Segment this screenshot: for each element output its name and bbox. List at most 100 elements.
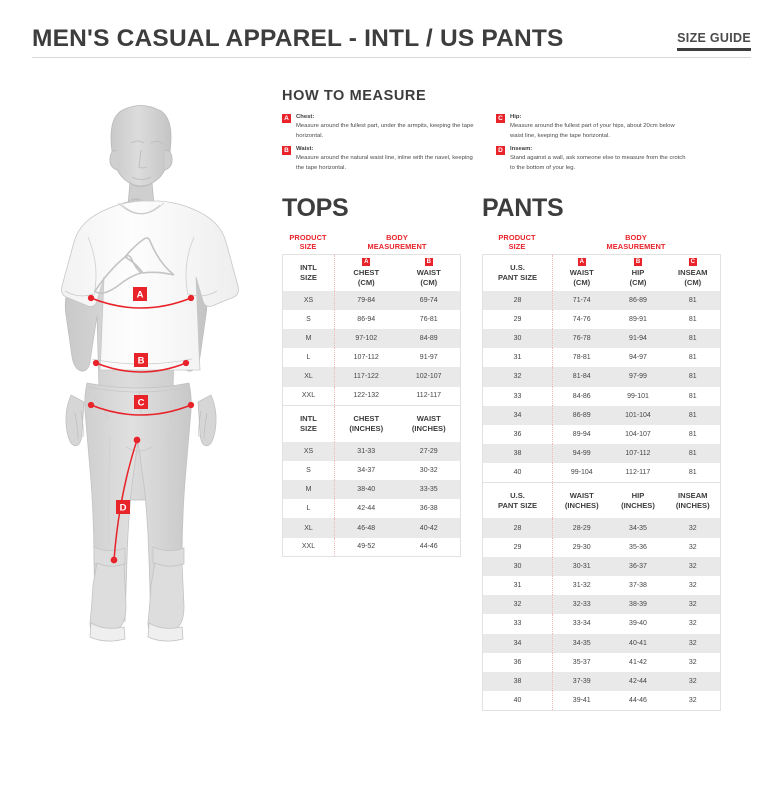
cell-inseam: 32	[665, 633, 721, 653]
table-row: XXL 122-132 112-117	[282, 386, 461, 406]
cell-chest: 31-33	[334, 441, 398, 461]
brand-logo	[94, 237, 175, 294]
cell-hip: 89-91	[629, 315, 647, 323]
marker-a-badge	[133, 287, 147, 301]
measure-term-hip: Hip:	[510, 114, 522, 120]
cell-waist: 84-86	[572, 392, 591, 400]
tab-size-guide[interactable]: SIZE GUIDE	[677, 31, 751, 51]
cell-hip: 101-104	[610, 405, 666, 425]
cell-size: 29	[482, 309, 553, 329]
pants-group-body-measurement: BODY MEASUREMENT	[606, 233, 666, 252]
cell-waist: 69-74	[397, 290, 461, 310]
how-to-measure-title: HOW TO MEASURE	[282, 88, 427, 104]
how-to-measure-column-right: C Hip: Measure around the fullest part o…	[496, 113, 688, 177]
cell-inseam: 32	[688, 696, 697, 704]
cell-inseam: 32	[688, 543, 697, 551]
cell-size: XXL	[282, 386, 335, 406]
svg-text:A: A	[137, 290, 144, 301]
cell-inseam: 81	[665, 290, 721, 310]
svg-text:C: C	[138, 398, 145, 409]
cell-chest: 46-48	[334, 518, 398, 538]
cell-size: S	[282, 309, 335, 329]
page-header: MEN'S CASUAL APPAREL - INTL / US PANTS S…	[32, 12, 751, 58]
cell-size: M	[282, 480, 335, 500]
cell-hip: 97-99	[610, 367, 666, 387]
table-row: XL 117-122 102-107	[282, 367, 461, 387]
svg-text:D: D	[120, 503, 127, 514]
tops-size-table-block: TOPS PRODUCT SIZE BODY MEASUREMENT INTL S…	[282, 194, 461, 558]
header-size: INTL SIZE	[282, 254, 335, 291]
cell-hip: 36-37	[610, 556, 666, 576]
cell-inseam: 32	[688, 620, 697, 628]
tops-group-body-measurement: BODY MEASUREMENT	[367, 233, 427, 252]
cell-chest: 79-84	[334, 290, 398, 310]
marker-d-badge	[116, 500, 130, 514]
cell-waist: 76-78	[552, 328, 611, 349]
measurement-figure: A B C D	[18, 95, 270, 715]
cell-inseam: 32	[665, 518, 721, 538]
cell-hip: 39-40	[629, 620, 647, 628]
header-size: U.S. PANT SIZE	[482, 254, 553, 291]
table-row: 40 39-41 44-46 32	[482, 691, 721, 711]
cell-waist: 39-41	[572, 696, 591, 704]
how-to-measure-section: HOW TO MEASURE A Chest: Measure around t…	[282, 88, 752, 177]
measure-line-a	[87, 294, 195, 309]
header-waist: A WAIST (CM)	[552, 254, 611, 291]
cell-hip: 107-112	[610, 444, 666, 464]
cell-hip: 35-36	[629, 543, 647, 551]
header-hip: HIP (INCHES)	[610, 481, 666, 519]
cell-inseam: 32	[665, 595, 721, 615]
cell-inseam: 81	[688, 469, 697, 477]
cell-size: 32	[482, 595, 553, 615]
measure-line-d	[110, 436, 141, 564]
cell-waist: 28-29	[552, 518, 611, 538]
cell-waist: 35-37	[572, 658, 591, 666]
cell-inseam: 32	[665, 671, 721, 692]
cell-waist: 89-94	[572, 430, 591, 438]
cell-hip: 34-35	[610, 518, 666, 538]
table-header-row: INTL SIZE A CHEST (CM) B WAIST (CM)	[282, 254, 461, 291]
tops-group-product-size: PRODUCT SIZE	[289, 233, 327, 252]
cell-waist: 29-30	[572, 543, 591, 551]
cell-waist: 33-35	[397, 480, 461, 500]
marker-b-badge	[134, 353, 148, 367]
table-row: S 86-94 76-81	[282, 309, 461, 329]
cell-hip: 41-42	[629, 658, 647, 666]
cell-size: L	[282, 499, 335, 519]
header-inseam: C INSEAM (CM)	[665, 254, 721, 291]
cell-size: 38	[482, 671, 553, 692]
measure-term-inseam: Inseam:	[510, 145, 533, 152]
tops-size-table: INTL SIZE A CHEST (CM) B WAIST (CM) XS 79-84 69-74…	[282, 254, 461, 558]
badge-a-icon: A	[577, 258, 586, 267]
pants-group-header: PRODUCT SIZE BODY MEASUREMENT	[482, 233, 720, 254]
marker-c-badge	[134, 395, 148, 409]
cell-waist: 30-32	[419, 466, 438, 474]
pants-group-product-size: PRODUCT SIZE	[498, 233, 536, 252]
cell-inseam: 81	[665, 367, 721, 387]
cell-size: 33	[482, 614, 553, 634]
badge-b-icon: B	[634, 258, 642, 267]
cell-hip: 86-89	[610, 290, 666, 310]
cell-hip: 44-46	[629, 696, 647, 704]
table-row: 30 76-78 91-94 81	[482, 328, 721, 349]
header-chest: A CHEST (CM)	[334, 254, 398, 291]
cell-waist: 94-99	[552, 444, 611, 464]
table-row: 33 84-86 99-101 81	[482, 386, 721, 406]
table-row: 32 81-84 97-99 81	[482, 367, 721, 387]
tops-title: TOPS	[282, 194, 349, 222]
table-header-row: U.S. PANT SIZE WAIST (INCHES) HIP (INCHES) INS…	[482, 481, 721, 519]
cell-waist: 78-81	[572, 354, 591, 362]
table-row: 40 99-104 112-117 81	[482, 463, 721, 483]
cell-size: 29	[482, 537, 553, 557]
cell-waist: 112-117	[416, 392, 442, 400]
cell-inseam: 81	[665, 328, 721, 349]
cell-inseam: 32	[688, 582, 697, 590]
cell-size: XS	[282, 290, 335, 310]
cell-size: L	[282, 348, 335, 368]
cell-inseam: 81	[688, 354, 697, 362]
badge-d-icon: D	[496, 145, 505, 155]
cell-chest: 117-122	[334, 367, 398, 387]
figure-head	[109, 105, 173, 210]
measure-line-b	[92, 359, 190, 373]
table-row: 28 28-29 34-35 32	[482, 518, 721, 538]
